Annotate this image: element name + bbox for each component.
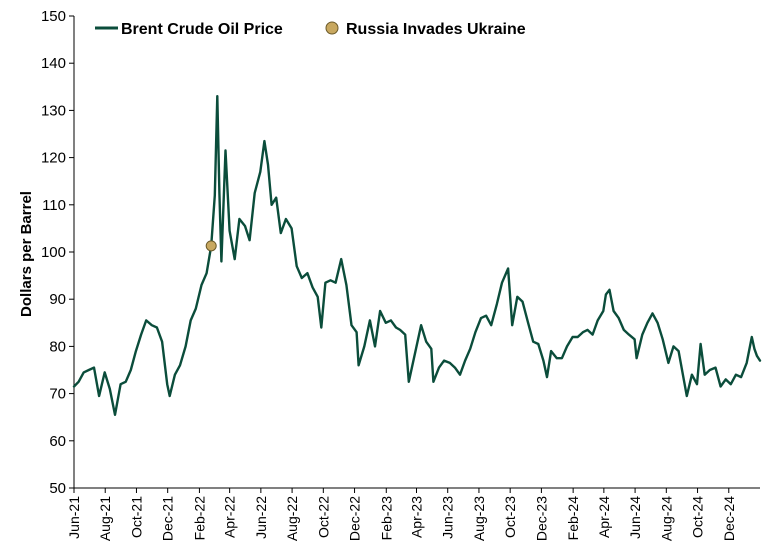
- y-axis-label: Dollars per Barrel: [18, 191, 35, 317]
- x-tick-label: Jun-22: [253, 496, 269, 539]
- axes: [73, 16, 760, 489]
- x-tick-label: Dec-22: [347, 496, 363, 541]
- x-tick-label: Aug-21: [97, 496, 113, 541]
- y-tick-label: 90: [49, 291, 66, 308]
- x-tick-label: Apr-24: [596, 496, 612, 538]
- y-tick-label: 60: [49, 433, 66, 450]
- x-tick-label: Aug-24: [658, 496, 674, 541]
- y-tick-label: 130: [41, 102, 66, 119]
- x-tick-label: Aug-22: [284, 496, 300, 541]
- x-tick-label: Oct-22: [315, 496, 331, 538]
- x-tick-label: Jun-24: [627, 496, 643, 539]
- x-tick-label: Feb-23: [378, 496, 394, 541]
- x-tick-label: Dec-24: [721, 496, 737, 541]
- x-tick-label: Jun-23: [440, 496, 456, 539]
- x-tick-label: Aug-23: [471, 496, 487, 541]
- y-tick-label: 80: [49, 338, 66, 355]
- legend-label-event: Russia Invades Ukraine: [346, 21, 526, 38]
- x-tick-label: Apr-23: [408, 496, 424, 538]
- x-tick-label: Dec-23: [533, 496, 549, 541]
- y-tick-label: 150: [41, 8, 66, 25]
- x-tick-label: Dec-21: [160, 496, 176, 541]
- y-axis-ticks: 50 60 70 80 90 100 110 120 130 140 150: [41, 8, 74, 497]
- event-marker: [205, 240, 217, 252]
- series-line: [72, 95, 762, 416]
- y-tick-label: 50: [49, 480, 66, 497]
- y-tick-label: 110: [42, 197, 66, 214]
- y-tick-label: 120: [41, 150, 66, 167]
- x-tick-label: Apr-22: [222, 496, 238, 538]
- y-tick-label: 70: [49, 386, 66, 403]
- legend: Brent Crude Oil Price Russia Invades Ukr…: [95, 21, 526, 38]
- legend-label-brent: Brent Crude Oil Price: [121, 21, 283, 38]
- x-axis-ticks: Jun-21 Aug-21 Oct-21 Dec-21 Feb-22 Apr-22 Jun-…: [66, 488, 737, 541]
- x-tick-label: Feb-24: [565, 496, 581, 541]
- x-tick-label: Jun-21: [66, 496, 82, 539]
- x-tick-label: Oct-24: [690, 496, 706, 538]
- x-tick-label: Feb-22: [191, 496, 207, 541]
- x-tick-label: Oct-21: [128, 496, 144, 538]
- legend-dot-swatch: [325, 21, 339, 35]
- y-tick-label: 100: [41, 244, 66, 261]
- x-tick-label: Oct-23: [502, 496, 518, 538]
- y-tick-label: 140: [41, 55, 66, 72]
